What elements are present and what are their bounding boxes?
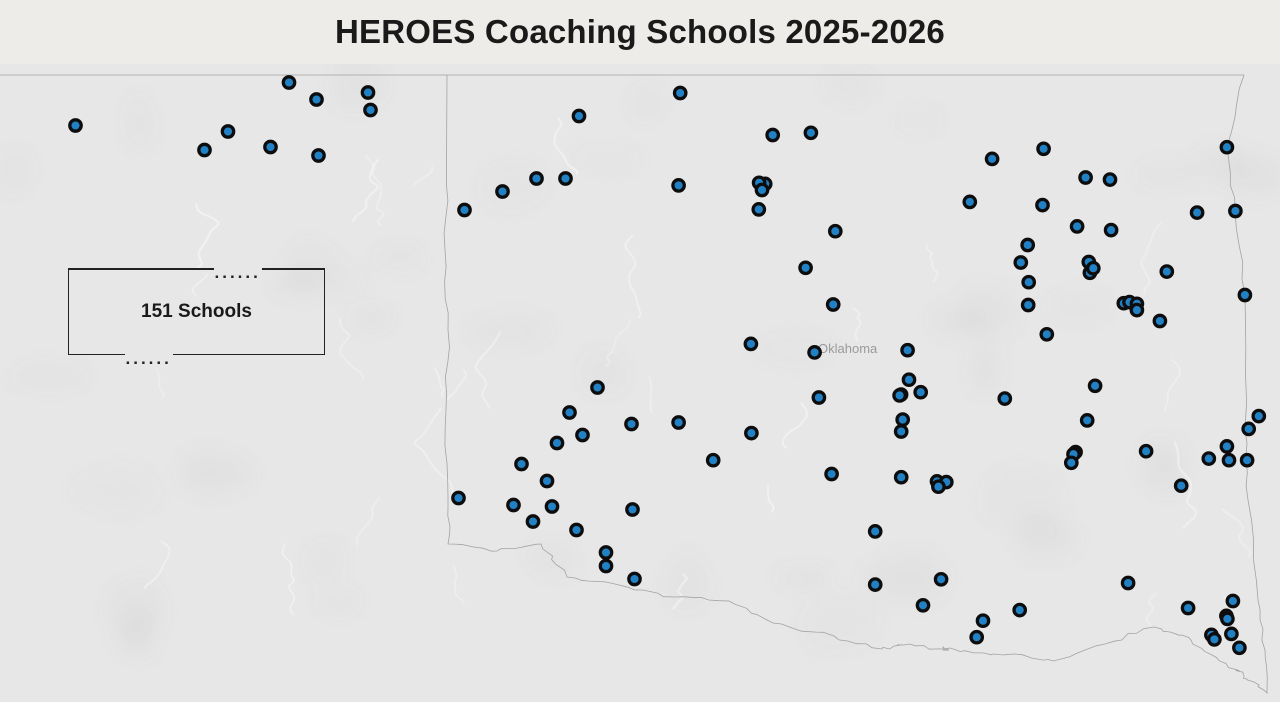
svg-text:Oklahoma: Oklahoma <box>818 341 878 356</box>
